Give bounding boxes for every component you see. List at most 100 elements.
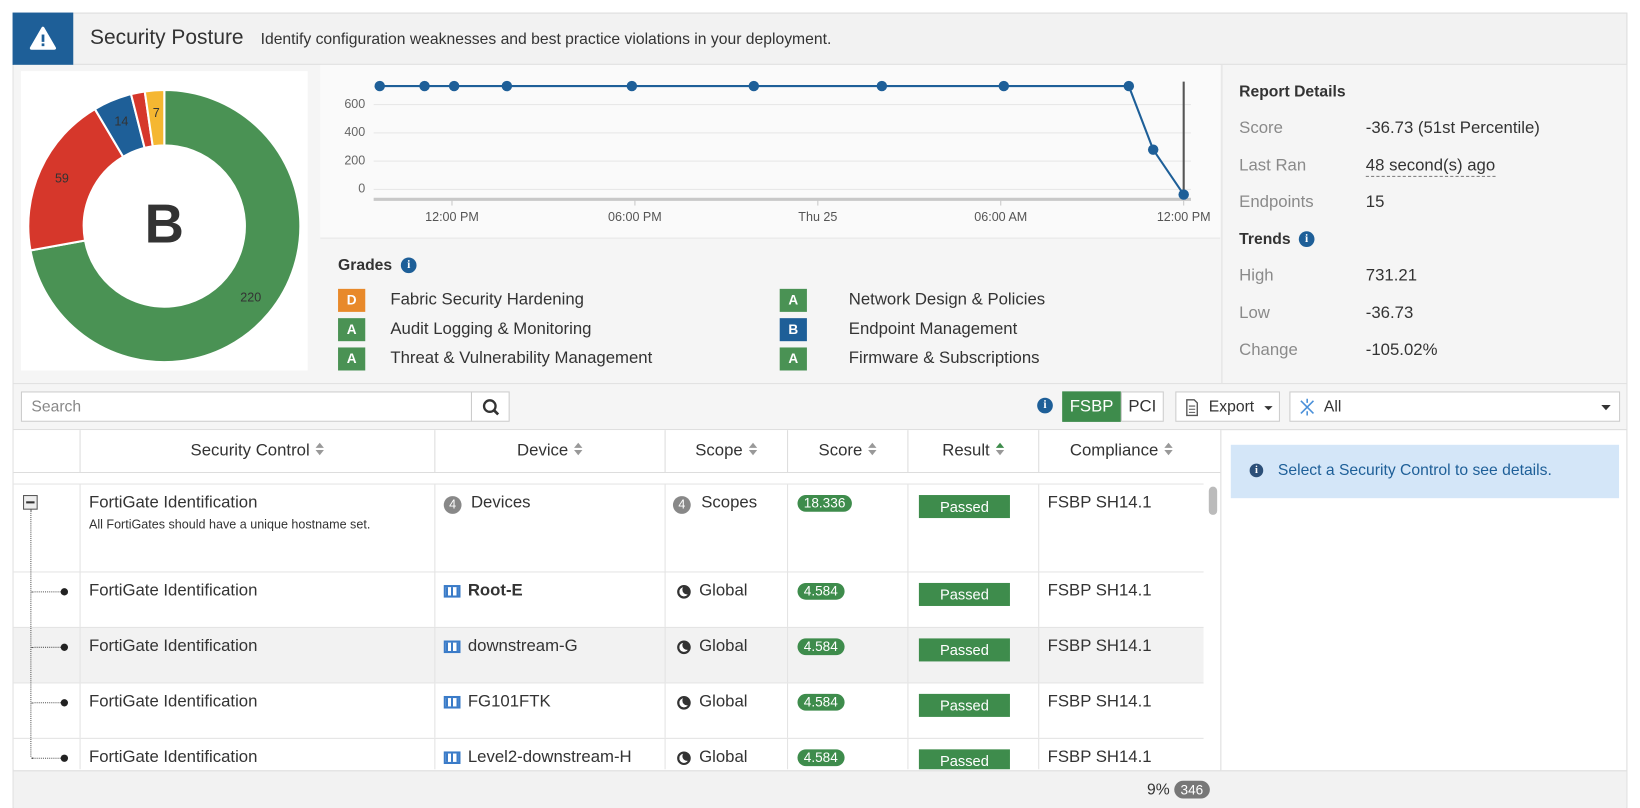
control-name: FortiGate Identification xyxy=(88,692,258,711)
export-icons xyxy=(1186,399,1273,417)
result-badge: Passed xyxy=(918,749,1010,770)
cell-border xyxy=(79,738,81,770)
cell-border xyxy=(664,627,666,684)
sort-icon xyxy=(315,441,324,461)
table-row[interactable]: FortiGate Identification All FortiGates s… xyxy=(13,483,1204,573)
header-title: Security Posture xyxy=(90,26,244,50)
cell-border xyxy=(787,627,789,684)
cell-border xyxy=(907,572,909,628)
expand-minus xyxy=(26,501,35,504)
sort-icon xyxy=(995,441,1004,461)
score-badge: 4.584 xyxy=(797,582,845,600)
info-icon[interactable]: i xyxy=(400,257,417,274)
device-icon xyxy=(443,695,461,709)
device-name: Level2-downstream-H xyxy=(467,748,632,767)
info-icon: i xyxy=(1249,463,1264,478)
grade-badge: A xyxy=(779,288,807,312)
header-bar xyxy=(12,12,1628,65)
report-value: 731.21 xyxy=(1365,266,1418,285)
cell-border xyxy=(907,683,909,739)
search-icon xyxy=(482,399,500,416)
score-badge: 4.584 xyxy=(797,693,845,711)
info-icon[interactable]: i xyxy=(1298,231,1315,247)
export-button[interactable] xyxy=(1175,391,1280,422)
table-row[interactable]: FortiGate Identification Root-E Global 4.58… xyxy=(13,571,1204,628)
cell-border xyxy=(787,572,789,628)
details-message: Select a Security Control to see details… xyxy=(1277,461,1552,480)
scope-icon xyxy=(677,751,691,766)
info-icon[interactable]: i xyxy=(1037,397,1053,414)
tree-connector xyxy=(31,757,63,759)
cell-border xyxy=(664,572,666,628)
search-button[interactable] xyxy=(470,391,510,422)
result-badge: Passed xyxy=(918,693,1010,717)
report-label: Endpoints xyxy=(1239,193,1314,212)
column-title: Compliance xyxy=(1069,441,1159,460)
standard-toggle[interactable]: FSBP xyxy=(1062,391,1121,422)
grade-badge: A xyxy=(338,318,366,342)
scrollbar-thumb[interactable] xyxy=(1208,486,1218,515)
tree-trunk xyxy=(30,509,32,757)
search-input[interactable] xyxy=(20,391,473,422)
footer-progress: 9% xyxy=(1147,780,1170,799)
cell-border xyxy=(79,572,81,628)
control-name: FortiGate Identification xyxy=(88,748,258,767)
report-title: Report Details xyxy=(1239,82,1346,101)
cell-border xyxy=(434,683,436,739)
column-header[interactable]: Device xyxy=(434,430,664,473)
device-icon xyxy=(443,751,461,765)
column-title: Scope xyxy=(695,441,743,460)
scope-name: Global xyxy=(699,637,748,656)
sort-icon xyxy=(748,441,757,461)
table-row[interactable]: FortiGate Identification Level2-downstrea… xyxy=(13,737,1204,770)
result-badge: Passed xyxy=(918,582,1010,606)
column-header[interactable]: Scope xyxy=(664,430,787,473)
report-label: Score xyxy=(1239,119,1283,138)
compliance: FSBP SH14.1 xyxy=(1047,692,1152,711)
column-title: Score xyxy=(818,441,863,460)
standard-toggle[interactable]: PCI xyxy=(1120,391,1164,422)
column-title: Device xyxy=(517,441,569,460)
scope-icon xyxy=(677,695,691,710)
cell-border xyxy=(664,683,666,739)
control-name: FortiGate Identification xyxy=(88,581,258,600)
search-placeholder: Search xyxy=(31,397,82,416)
header-corner xyxy=(14,430,80,472)
table-row[interactable]: FortiGate Identification FG101FTK Global 4.… xyxy=(13,682,1204,739)
filter-icons xyxy=(1300,398,1611,416)
control-name: FortiGate Identification xyxy=(88,493,258,512)
device-name: Root-E xyxy=(467,581,523,600)
filter-dropdown[interactable] xyxy=(1289,391,1621,422)
table-row[interactable]: FortiGate Identification downstream-G Glob… xyxy=(13,626,1204,684)
tree-connector xyxy=(31,591,63,593)
compliance: FSBP SH14.1 xyxy=(1047,493,1152,512)
device-count: 4 xyxy=(443,496,462,514)
donut-panel xyxy=(20,71,308,371)
column-header[interactable]: Compliance xyxy=(1038,430,1203,473)
cell-border xyxy=(434,572,436,628)
header-subtitle: Identify configuration weaknesses and be… xyxy=(260,30,832,49)
scope-name: Scopes xyxy=(701,493,758,512)
footer-bar xyxy=(13,770,1627,808)
device-icon xyxy=(443,585,461,598)
grade-name: Audit Logging & Monitoring xyxy=(390,320,592,339)
column-header[interactable]: Security Control xyxy=(79,430,435,473)
report-label: Change xyxy=(1239,341,1298,359)
tree-node xyxy=(60,699,69,707)
grade-badge: D xyxy=(338,288,366,312)
score-badge: 4.584 xyxy=(797,638,845,656)
trend-panel xyxy=(320,64,1221,239)
cell-border xyxy=(434,627,436,684)
column-header[interactable]: Score xyxy=(787,430,907,473)
tree-node xyxy=(60,588,69,596)
cell-border xyxy=(79,484,81,573)
report-value: -36.73 xyxy=(1365,304,1414,322)
tree-node xyxy=(60,643,69,651)
cell-border xyxy=(1038,572,1040,628)
filter-label: All xyxy=(1323,397,1342,416)
report-value: -36.73 (51st Percentile) xyxy=(1365,119,1540,138)
grade-badge: A xyxy=(338,347,366,371)
column-header[interactable]: Result xyxy=(907,430,1038,473)
cell-border xyxy=(664,738,666,770)
